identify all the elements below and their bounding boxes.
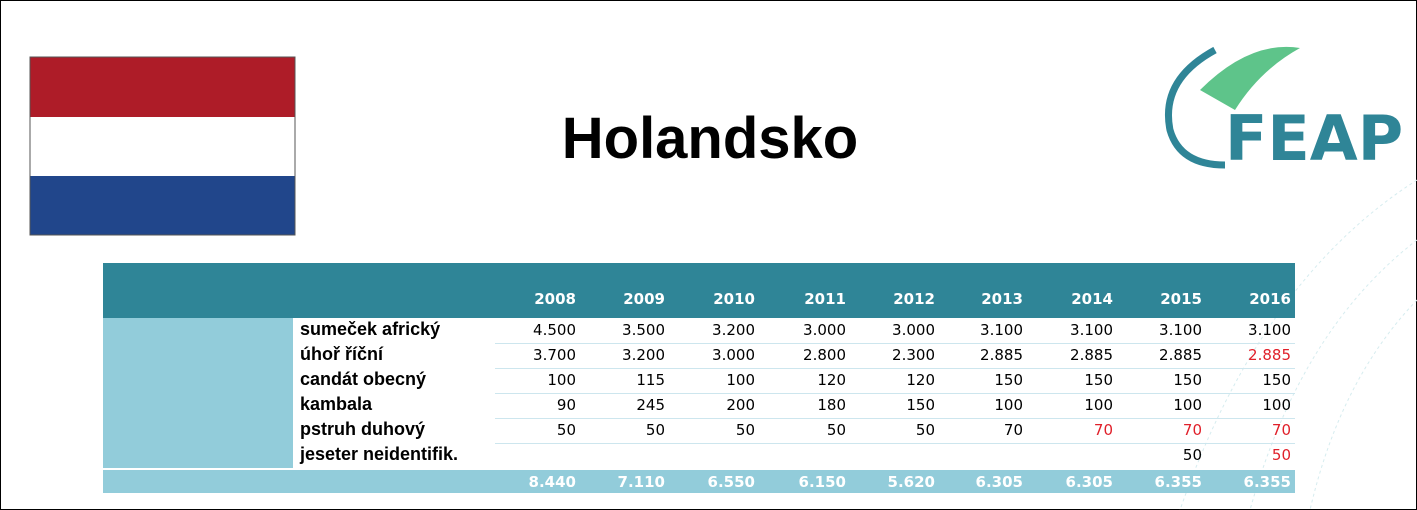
cell-value: 150: [1173, 371, 1202, 389]
cell-value: 100: [547, 371, 576, 389]
total-value: 6.355: [1154, 473, 1202, 491]
row-name: kambala: [300, 394, 373, 414]
cell-value: 3.200: [622, 346, 665, 364]
cell-value: 2.800: [803, 346, 846, 364]
cell-value: 70: [1003, 421, 1023, 439]
cell-value: 3.100: [1070, 321, 1113, 339]
cell-value: 4.500: [533, 321, 576, 339]
decor-curve: [1249, 239, 1417, 510]
cell-value: 70: [1093, 421, 1113, 439]
cell-value: 50: [1271, 446, 1291, 464]
year-header: 2010: [713, 290, 755, 308]
cell-value: 3.000: [803, 321, 846, 339]
cell-value: 150: [1084, 371, 1113, 389]
flag-blue: [30, 176, 295, 235]
total-value: 6.305: [1065, 473, 1113, 491]
cell-value: 3.700: [533, 346, 576, 364]
flag-red: [30, 57, 295, 117]
totals-row: [103, 470, 1295, 493]
row-separator: [495, 418, 1295, 419]
cell-value: 90: [556, 396, 576, 414]
total-value: 5.620: [887, 473, 935, 491]
cell-value: 2.300: [892, 346, 935, 364]
logo-arc: [1165, 46, 1226, 169]
year-header: 2008: [534, 290, 576, 308]
flag-border: [29, 56, 296, 236]
cell-value: 50: [556, 421, 576, 439]
cell-value: 245: [636, 396, 665, 414]
cell-value: 100: [994, 396, 1023, 414]
row-separator: [495, 443, 1295, 444]
total-value: 6.355: [1243, 473, 1291, 491]
table-header: [103, 263, 1295, 318]
title: Holandsko: [561, 106, 859, 171]
logo-fish: [1200, 46, 1300, 110]
row-name: candát obecný: [300, 369, 427, 389]
cell-value: 180: [817, 396, 846, 414]
cell-value: 2.885: [1070, 346, 1113, 364]
cell-value: 50: [735, 421, 755, 439]
cell-value: 115: [636, 371, 665, 389]
cell-value: 3.500: [622, 321, 665, 339]
cell-value: 100: [1173, 396, 1202, 414]
cell-value: 120: [817, 371, 846, 389]
cell-value: 3.000: [892, 321, 935, 339]
cell-value: 3.200: [712, 321, 755, 339]
cell-value: 3.100: [980, 321, 1023, 339]
cell-value: 50: [826, 421, 846, 439]
cell-value: 150: [1262, 371, 1291, 389]
year-header: 2012: [893, 290, 935, 308]
cell-value: 50: [1182, 446, 1202, 464]
row-name: pstruh duhový: [300, 419, 425, 439]
year-header: 2009: [623, 290, 665, 308]
total-value: 8.440: [528, 473, 576, 491]
cell-value: 150: [994, 371, 1023, 389]
cell-value: 70: [1182, 421, 1202, 439]
cell-value: 3.100: [1248, 321, 1291, 339]
cell-value: 100: [1084, 396, 1113, 414]
year-header: 2014: [1071, 290, 1113, 308]
flag-white: [30, 117, 295, 176]
row-separator: [495, 368, 1295, 369]
year-header: 2015: [1160, 290, 1202, 308]
cell-value: 150: [906, 396, 935, 414]
decor-curve: [1309, 299, 1417, 510]
total-value: 6.305: [975, 473, 1023, 491]
cell-value: 2.885: [1248, 346, 1291, 364]
cell-value: 3.100: [1159, 321, 1202, 339]
row-name: sumeček africký: [300, 319, 441, 339]
total-value: 7.110: [617, 473, 665, 491]
row-separator: [495, 343, 1295, 344]
cell-value: 120: [906, 371, 935, 389]
year-header: 2011: [804, 290, 846, 308]
cell-value: 70: [1271, 421, 1291, 439]
cell-value: 3.000: [712, 346, 755, 364]
cell-value: 50: [645, 421, 665, 439]
cell-value: 50: [915, 421, 935, 439]
total-value: 6.550: [707, 473, 755, 491]
total-value: 6.150: [798, 473, 846, 491]
cell-value: 100: [726, 371, 755, 389]
cell-value: 2.885: [980, 346, 1023, 364]
year-header: 2016: [1249, 290, 1291, 308]
year-header: 2013: [981, 290, 1023, 308]
row-name: úhoř říční: [300, 344, 384, 364]
row-name: jeseter neidentifik.: [300, 444, 459, 464]
cell-value: 100: [1262, 396, 1291, 414]
cell-value: 200: [726, 396, 755, 414]
row-separator: [495, 393, 1295, 394]
left-cell: [103, 318, 293, 468]
cell-value: 2.885: [1159, 346, 1202, 364]
logo-text: FEAP: [1225, 102, 1403, 175]
